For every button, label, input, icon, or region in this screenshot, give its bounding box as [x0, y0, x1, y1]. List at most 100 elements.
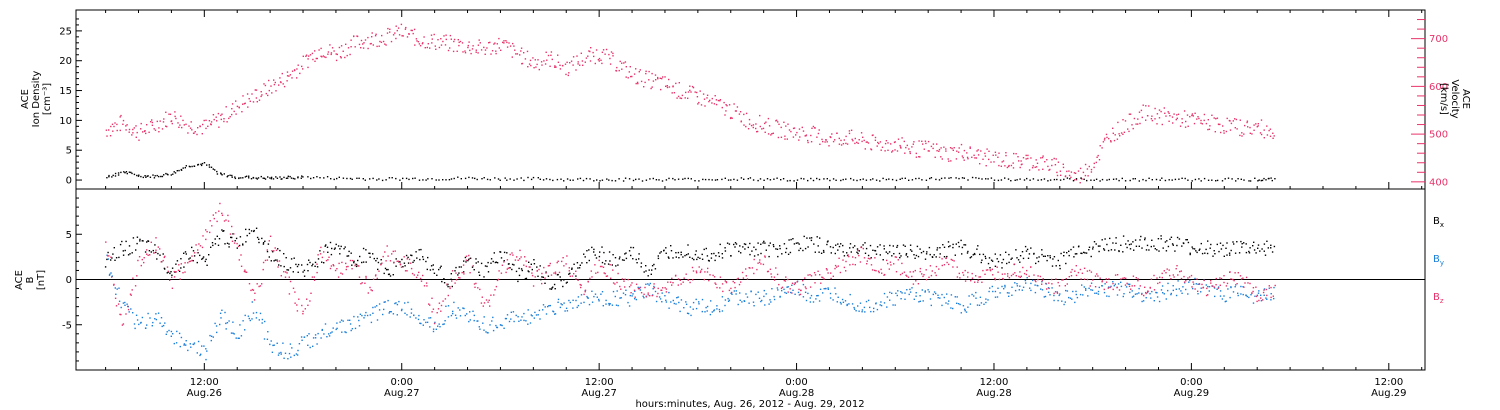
velocity-point: [748, 123, 751, 125]
velocity-point: [144, 130, 146, 132]
field-bz-point: [262, 261, 265, 264]
field-by-point: [928, 291, 930, 293]
field-bz-point: [665, 291, 668, 293]
field-by-point: [733, 290, 735, 292]
field-bz-point: [197, 249, 199, 251]
velocity-point: [684, 97, 686, 99]
density-point: [593, 180, 595, 182]
field-by-point: [538, 309, 541, 312]
field-bz-point: [365, 275, 367, 278]
field-by-point: [598, 300, 600, 302]
velocity-point: [159, 120, 161, 122]
velocity-point: [666, 85, 668, 87]
velocity-point: [1008, 164, 1010, 167]
velocity-point: [235, 100, 237, 102]
field-by-point: [900, 291, 902, 293]
field-by-point: [263, 338, 266, 340]
field-bx-point: [339, 248, 341, 250]
field-bz-point: [737, 277, 739, 280]
field-bx-point: [1088, 249, 1090, 251]
velocity-point: [697, 103, 699, 105]
field-bx-point: [258, 238, 260, 240]
field-by-point: [1172, 289, 1174, 292]
density-point: [891, 178, 894, 181]
field-by-point: [1230, 286, 1232, 288]
field-bz-point: [477, 287, 479, 289]
field-bz-point: [866, 260, 868, 262]
velocity-point: [426, 46, 428, 49]
velocity-point: [1257, 123, 1259, 125]
field-by-point: [819, 288, 822, 290]
velocity-point: [995, 154, 997, 156]
field-bx-point: [122, 250, 124, 252]
velocity-point: [146, 124, 148, 126]
velocity-point: [657, 76, 659, 79]
velocity-point: [150, 121, 152, 123]
field-by-point: [575, 299, 577, 302]
field-bx-point: [1195, 250, 1197, 252]
field-by-point: [469, 311, 471, 313]
field-bz-point: [1262, 291, 1265, 294]
field-bx-point: [1132, 241, 1134, 243]
velocity-point: [1073, 179, 1076, 181]
field-by-point: [664, 295, 666, 297]
density-point: [652, 177, 654, 180]
velocity-point: [635, 68, 637, 70]
field-bz-point: [141, 258, 143, 261]
velocity-point: [296, 68, 298, 70]
field-bx-point: [528, 261, 530, 263]
velocity-point: [811, 127, 813, 129]
field-bx-point: [1047, 255, 1049, 257]
field-by-point: [1150, 297, 1152, 299]
field-bz-point: [177, 269, 180, 271]
field-bz-point: [106, 255, 109, 257]
top-left-tick-label: 10: [59, 116, 72, 127]
velocity-point: [605, 48, 608, 51]
velocity-point: [1000, 165, 1002, 167]
field-bz-point: [612, 269, 614, 271]
density-point: [499, 179, 501, 181]
field-by-point: [1081, 284, 1083, 286]
field-bx-point: [970, 256, 973, 258]
velocity-point: [755, 123, 757, 125]
field-bx-point: [171, 274, 173, 276]
field-bx-point: [518, 267, 520, 270]
field-by-point: [1019, 285, 1021, 287]
field-bx-point: [457, 274, 459, 276]
field-by-point: [1024, 279, 1027, 282]
field-bz-point: [1048, 282, 1050, 284]
field-bx-point: [230, 236, 232, 239]
velocity-point: [772, 132, 774, 134]
field-by-point: [743, 300, 745, 302]
field-bx-point: [357, 259, 359, 262]
density-point: [552, 179, 554, 182]
field-bx-point: [292, 271, 294, 273]
field-by-point: [1090, 282, 1093, 284]
field-bz-point: [970, 280, 972, 282]
velocity-point: [947, 158, 949, 160]
velocity-point: [1158, 109, 1161, 111]
field-bx-point: [163, 267, 166, 270]
field-by-point: [883, 292, 886, 295]
velocity-point: [810, 141, 813, 143]
field-bx-point: [591, 246, 593, 249]
field-bz-point: [881, 272, 883, 274]
field-bx-point: [201, 258, 203, 260]
field-bz-point: [800, 289, 802, 292]
velocity-point: [231, 108, 233, 110]
field-bx-point: [208, 254, 210, 256]
field-bx-point: [436, 274, 438, 276]
field-bx-point: [262, 243, 265, 245]
velocity-point: [1225, 130, 1228, 133]
field-bx-point: [376, 257, 378, 260]
density-point: [117, 174, 120, 176]
density-point: [244, 176, 247, 178]
field-bx-point: [317, 258, 320, 260]
field-bx-point: [733, 243, 735, 246]
density-point: [1037, 179, 1039, 181]
field-bx-point: [905, 254, 907, 256]
field-bx-point: [814, 251, 816, 253]
velocity-point: [765, 121, 767, 123]
density-point: [362, 178, 364, 180]
field-bx-point: [852, 246, 854, 249]
